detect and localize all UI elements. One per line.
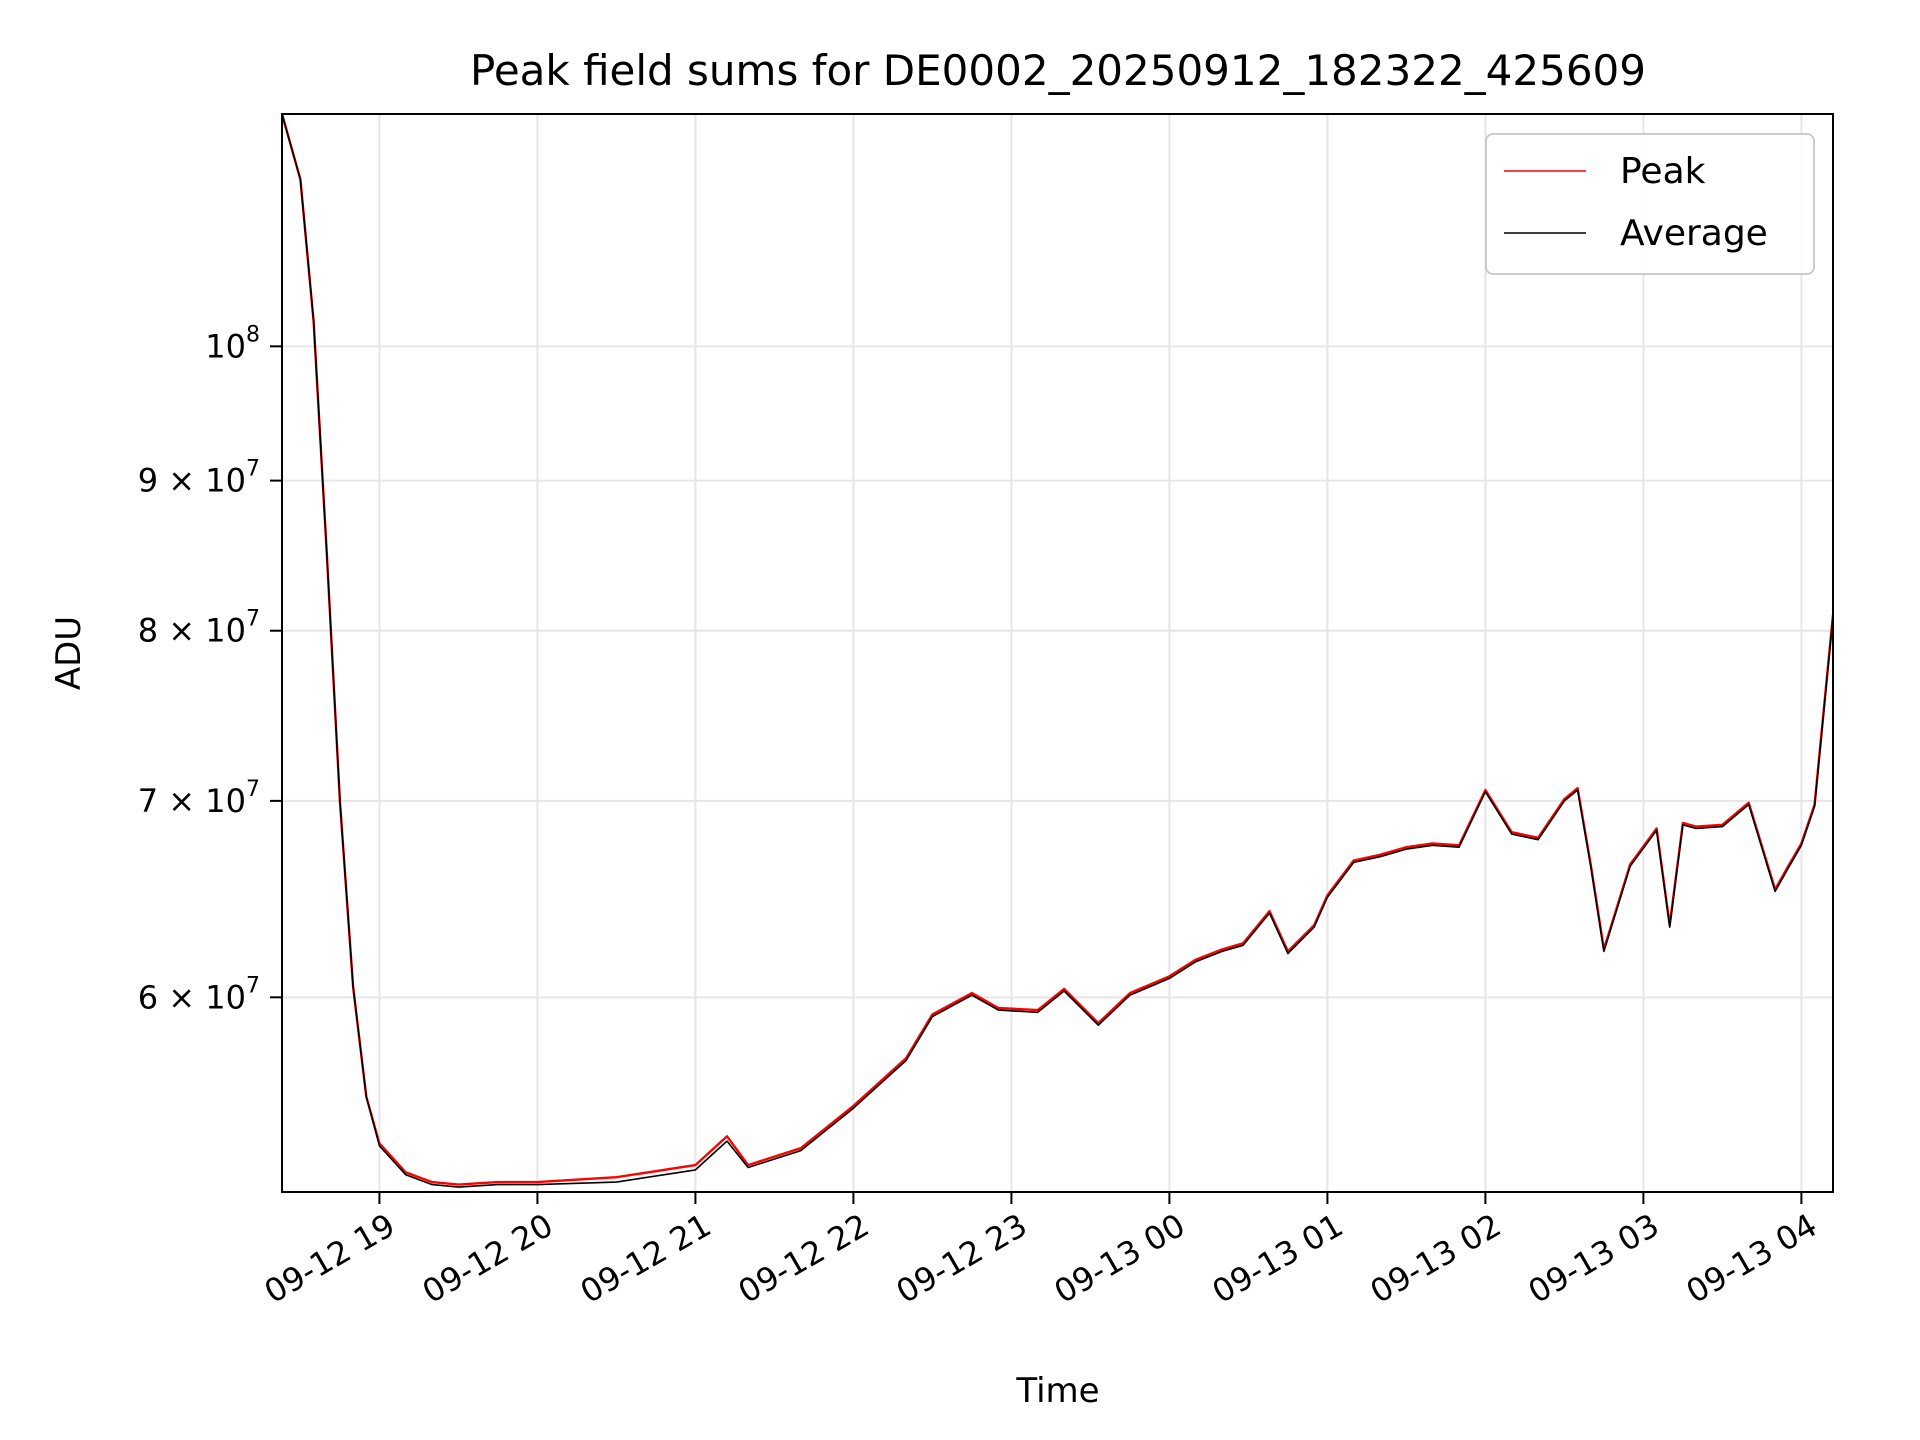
legend-box	[1485, 133, 1815, 275]
y-axis-ticks: 6 × 107 7 × 107 8 × 107 9 × 107 108	[138, 322, 282, 1016]
legend: Peak Average	[1485, 133, 1815, 275]
x-tick-label: 09-12 21	[574, 1206, 718, 1311]
x-tick-label: 09-12 20	[416, 1206, 560, 1311]
x-tick-label: 09-12 22	[732, 1206, 876, 1311]
y-tick-label: 6 × 107	[138, 973, 260, 1016]
x-tick-label: 09-13 03	[1522, 1206, 1666, 1311]
x-tick-label: 09-13 00	[1048, 1206, 1192, 1311]
x-axis-ticks: 09-12 19 09-12 20 09-12 21 09-12 22 09-12 23…	[258, 1192, 1824, 1311]
x-axis-label: Time	[1015, 1371, 1099, 1411]
x-tick-label: 09-13 02	[1364, 1206, 1508, 1311]
y-tick-label: 108	[205, 322, 260, 365]
y-tick-label: 7 × 107	[138, 777, 260, 820]
series-line-average	[282, 114, 1833, 1188]
x-tick-label: 09-13 01	[1206, 1206, 1350, 1311]
legend-label-average: Average	[1620, 213, 1768, 254]
y-tick-label: 8 × 107	[138, 607, 260, 650]
x-tick-label: 09-13 04	[1680, 1206, 1824, 1311]
x-tick-label: 09-12 23	[890, 1206, 1034, 1311]
y-axis-label: ADU	[49, 616, 89, 690]
chart-title: Peak field sums for DE0002_20250912_1823…	[470, 46, 1646, 95]
y-tick-label: 9 × 107	[138, 457, 260, 500]
grid-lines	[282, 114, 1833, 1192]
plot-frame	[281, 113, 1834, 1193]
legend-label-peak: Peak	[1620, 151, 1706, 192]
series-lines	[282, 114, 1833, 1188]
x-tick-label: 09-12 19	[258, 1206, 402, 1311]
